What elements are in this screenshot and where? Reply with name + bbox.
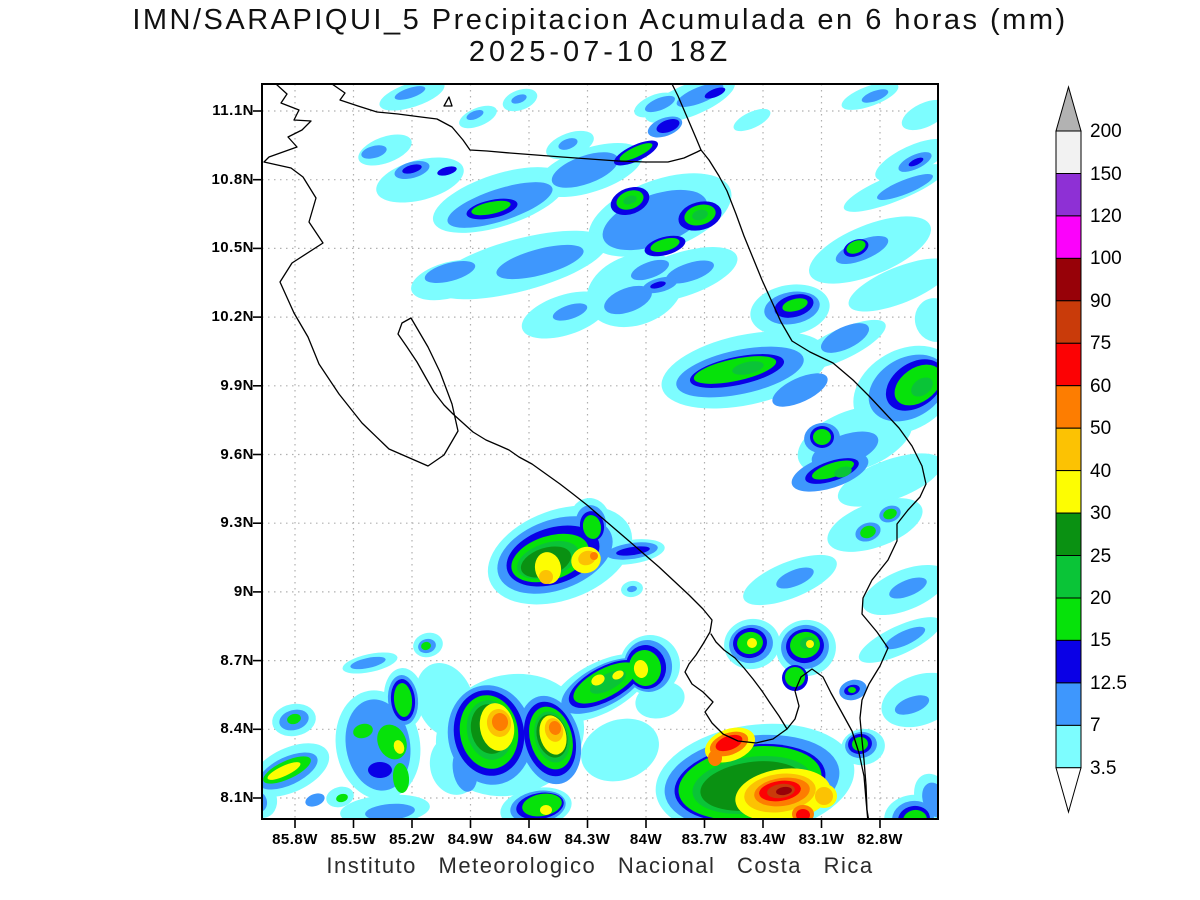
footer-attribution: Instituto Meteorologico Nacional Costa R… — [326, 853, 874, 878]
colorbar — [1055, 85, 1082, 814]
lon-tick-label: 83.1W — [798, 831, 845, 848]
lat-tick-label: 10.8N — [211, 170, 254, 188]
coastline-borders — [263, 84, 927, 819]
precip-level-90-100 — [776, 786, 792, 796]
page-title: IMN/SARAPIQUI_5 Precipitacion Acumulada … — [132, 4, 1068, 36]
colorbar-tick-label: 200 — [1090, 121, 1122, 142]
precipitation-field — [262, 84, 938, 819]
colorbar-over-arrow — [1055, 85, 1082, 132]
lat-tick-label: 8.1N — [220, 789, 254, 806]
lat-tick-label: 9.9N — [220, 376, 254, 394]
nicaragua-border-and-caribbean-coast — [331, 84, 927, 819]
lon-tick-label: 85.8W — [272, 831, 318, 848]
lat-tick-label: 11.1N — [212, 102, 254, 119]
lon-tick-label: 85.5W — [330, 831, 377, 848]
small-island — [443, 96, 453, 107]
lon-tick-label: 84.9W — [447, 831, 494, 848]
colorbar-tick-label: 15 — [1090, 630, 1112, 652]
lat-tick-label: 8.4N — [220, 720, 254, 738]
colorbar-tick-label: 60 — [1090, 375, 1112, 397]
colorbar-under-arrow — [1055, 767, 1082, 814]
colorbar-tick-label: 150 — [1090, 163, 1122, 185]
lon-tick-label: 85.2W — [389, 831, 435, 848]
colorbar-tick-label: 120 — [1090, 205, 1122, 227]
page-subtitle-datetime: 2025-07-10 18Z — [468, 36, 732, 68]
colorbar-tick-label: 12.5 — [1090, 672, 1127, 694]
lat-tick-label: 9N — [233, 582, 254, 600]
lon-tick-label: 84.3W — [564, 831, 611, 848]
pacific-coastline — [263, 84, 869, 819]
lon-tick-label: 83.4W — [740, 831, 786, 848]
colorbar-tick-label: 75 — [1090, 333, 1112, 355]
colorbar-tick-label: 3.5 — [1090, 757, 1117, 779]
colorbar-tick-label: 20 — [1090, 588, 1112, 609]
lat-tick-label: 9.3N — [220, 514, 254, 532]
axis-ticks — [253, 110, 881, 828]
colorbar-tick-label: 90 — [1090, 290, 1112, 312]
lon-tick-label: 82.8W — [857, 831, 903, 848]
colorbar-tick-label: 25 — [1090, 545, 1112, 567]
colorbar-tick-label: 100 — [1090, 248, 1122, 270]
colorbar-tick-label: 40 — [1090, 460, 1112, 482]
lon-tick-label: 84.6W — [506, 831, 552, 848]
golfo-dulce-shore — [710, 633, 788, 730]
lat-tick-label: 10.5N — [211, 239, 254, 257]
nicaragua-caribbean-coast — [671, 84, 702, 151]
colorbar-tick-label: 7 — [1090, 715, 1101, 737]
lon-tick-label: 84W — [629, 831, 663, 848]
map-frame — [261, 83, 939, 820]
lat-tick-label: 9.6N — [220, 445, 254, 463]
lat-tick-label: 8.7N — [220, 651, 254, 669]
lon-tick-label: 83.7W — [681, 831, 728, 848]
colorbar-tick-label: 50 — [1090, 418, 1112, 440]
colorbar-tick-label: 30 — [1090, 503, 1112, 525]
lat-tick-label: 10.2N — [211, 308, 254, 326]
